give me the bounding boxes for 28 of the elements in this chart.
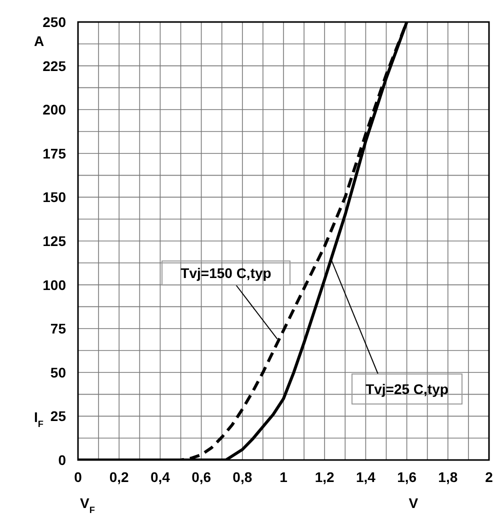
x-tick-label: 1,6: [397, 469, 417, 485]
y-tick-label: 175: [42, 145, 66, 162]
y-tick-label: 75: [50, 320, 66, 337]
y-tick-label: 200: [42, 102, 66, 118]
annotation: Tvj=25 C,typ: [366, 381, 448, 397]
y-tick-label: 100: [42, 276, 66, 293]
y-tick-label: 50: [50, 364, 66, 380]
x-tick-label: 0,2: [109, 469, 130, 485]
x-tick-label: 2: [485, 469, 494, 485]
y-tick-label: 150: [42, 189, 66, 206]
y-tick-label: 125: [42, 233, 66, 249]
x-tick-label: 1: [280, 469, 288, 485]
y-axis-title: I$_{F}$: [34, 409, 44, 430]
x-tick-label: 1,4: [356, 469, 376, 485]
x-tick-label: 0,4: [150, 469, 170, 485]
x-tick-label: 1,2: [314, 469, 335, 485]
x-tick-label: 1,8: [438, 469, 458, 485]
text: V: [408, 495, 419, 511]
y-tick-label: 225: [42, 58, 66, 74]
y-tick-label: 250: [42, 14, 66, 30]
y-tick-label: 25: [50, 408, 66, 424]
x-tick-label: 0,6: [192, 469, 212, 485]
text: A: [34, 33, 44, 49]
x-tick-label: 0: [74, 469, 82, 485]
y-tick-label: 0: [58, 452, 66, 468]
x-axis-title: V$_{F}$: [80, 495, 96, 515]
x-tick-label: 0,8: [232, 469, 252, 485]
annotation: Tvj=150 C,typ: [180, 265, 272, 281]
